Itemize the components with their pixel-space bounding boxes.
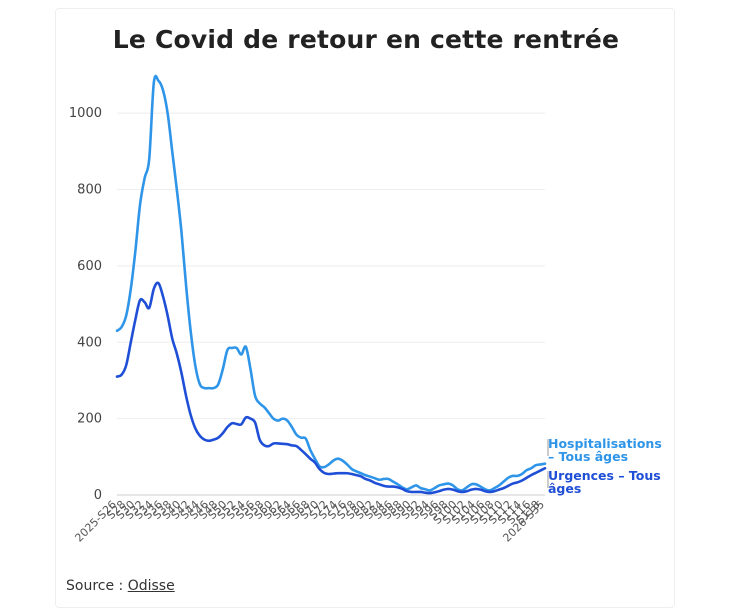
series-line-urgences [115, 281, 547, 495]
series-label-hospitalisations: Hospitalisations – Tous âges [548, 436, 662, 464]
series-label-line: – Tous âges [548, 449, 628, 464]
series-label-line: âges [548, 481, 581, 496]
series-label-urgences: Urgences – Tous âges [548, 468, 661, 496]
y-tick-label: 800 [77, 183, 102, 198]
chart-card: Le Covid de retour en cette rentrée [55, 8, 675, 608]
source-line: Source : Odisse [66, 578, 175, 594]
y-tick-label: 0 [94, 488, 102, 503]
series-label-line: Hospitalisations [548, 436, 662, 451]
y-tick-label: 400 [77, 335, 102, 350]
y-tick-label: 200 [77, 412, 102, 427]
chart-title: Le Covid de retour en cette rentrée [112, 25, 620, 54]
y-tick-label: 600 [77, 259, 102, 274]
series-label-line: Urgences – Tous [548, 468, 661, 483]
source-prefix: Source : [66, 578, 128, 594]
source-link[interactable]: Odisse [127, 578, 175, 594]
y-tick-label: 1000 [69, 106, 102, 121]
series-line-hospitalisations [115, 74, 547, 492]
